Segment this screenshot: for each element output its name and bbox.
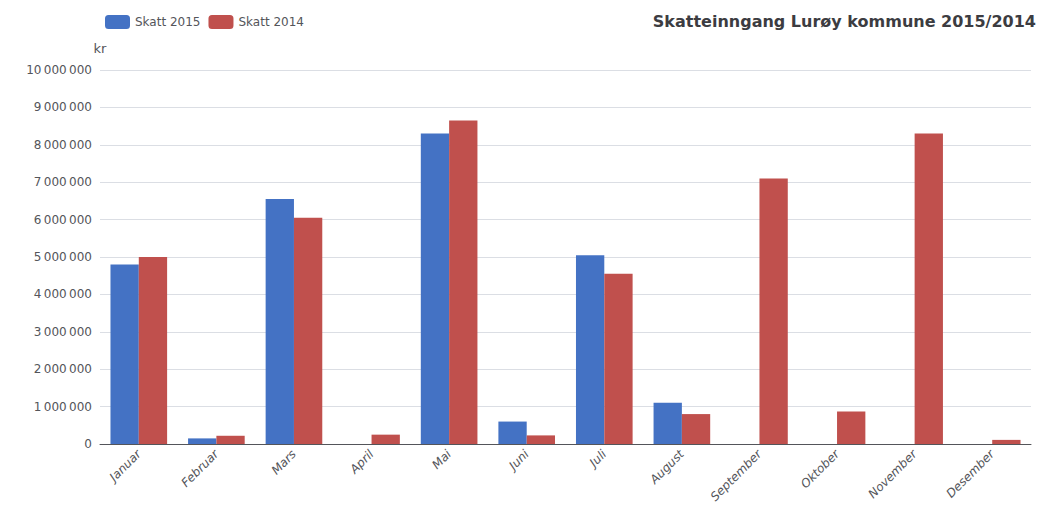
svg-text:3 000 000: 3 000 000 (34, 325, 92, 339)
svg-text:November: November (866, 446, 921, 501)
svg-text:Oktober: Oktober (798, 446, 843, 491)
svg-text:Januar: Januar (105, 446, 144, 485)
svg-text:7 000 000: 7 000 000 (34, 175, 92, 189)
svg-text:9 000 000: 9 000 000 (34, 100, 92, 114)
svg-text:6 000 000: 6 000 000 (34, 213, 92, 227)
svg-text:10 000 000: 10 000 000 (26, 63, 92, 77)
svg-text:2 000 000: 2 000 000 (34, 362, 92, 376)
svg-text:0: 0 (84, 437, 92, 451)
svg-text:Skatt 2014: Skatt 2014 (238, 15, 303, 29)
svg-text:Mai: Mai (429, 447, 454, 472)
svg-text:8 000 000: 8 000 000 (34, 138, 92, 152)
svg-text:Juni: Juni (505, 447, 532, 474)
svg-text:kr: kr (94, 41, 108, 56)
svg-text:Skatt 2015: Skatt 2015 (135, 15, 200, 29)
svg-text:September: September (708, 446, 765, 503)
svg-text:Februar: Februar (178, 446, 222, 490)
svg-text:1 000 000: 1 000 000 (34, 400, 92, 414)
svg-text:Mars: Mars (269, 447, 299, 477)
svg-text:Skatteinngang Lurøy kommune 20: Skatteinngang Lurøy kommune 2015/2014 (653, 12, 1036, 31)
svg-text:Desember: Desember (944, 446, 998, 500)
svg-text:Juli: Juli (585, 447, 609, 471)
svg-text:4 000 000: 4 000 000 (34, 287, 92, 301)
svg-text:5 000 000: 5 000 000 (34, 250, 92, 264)
svg-text:April: April (347, 447, 377, 477)
svg-text:August: August (647, 446, 688, 487)
